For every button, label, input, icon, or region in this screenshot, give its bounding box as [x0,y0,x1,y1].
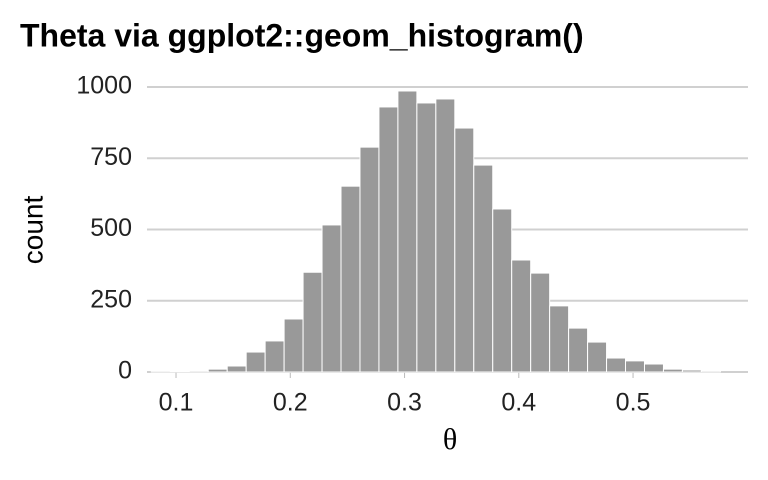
bar [435,98,456,373]
y-tick-label: 250 [90,285,132,313]
x-tick-label: 0.1 [159,389,194,417]
bar [643,363,664,373]
chart-title: Theta via ggplot2::geom_histogram() [20,17,584,53]
bar [625,360,645,373]
bar [378,106,399,373]
bar [568,327,589,373]
y-tick-label: 750 [90,143,132,171]
bar [359,146,380,373]
x-axis-label: θ [443,423,457,456]
y-axis-label: count [17,196,48,265]
bar [302,271,323,373]
x-tick-label: 0.3 [387,389,422,417]
bar [587,341,608,373]
x-tick-label: 0.2 [273,389,308,417]
bar [283,318,304,373]
x-tick-label: 0.5 [616,389,651,417]
bar [340,185,361,373]
bar [700,370,721,373]
bar [606,357,627,373]
bar [245,351,266,373]
bar [226,365,247,373]
bar [511,259,532,373]
bar [492,208,513,373]
bar [321,224,342,373]
bar [264,340,285,373]
bar [549,305,570,373]
bar [397,90,418,373]
bar [662,368,683,373]
y-tick-label: 1000 [76,72,132,100]
bar [416,102,437,373]
bar [169,370,190,373]
bar [454,127,475,373]
bar [207,368,228,373]
x-tick-label: 0.4 [501,389,536,417]
y-tick-label: 500 [90,214,132,242]
bar [681,369,702,373]
bar [188,370,209,373]
bar [473,164,494,373]
y-tick-label: 0 [118,357,132,385]
bar [530,272,551,373]
